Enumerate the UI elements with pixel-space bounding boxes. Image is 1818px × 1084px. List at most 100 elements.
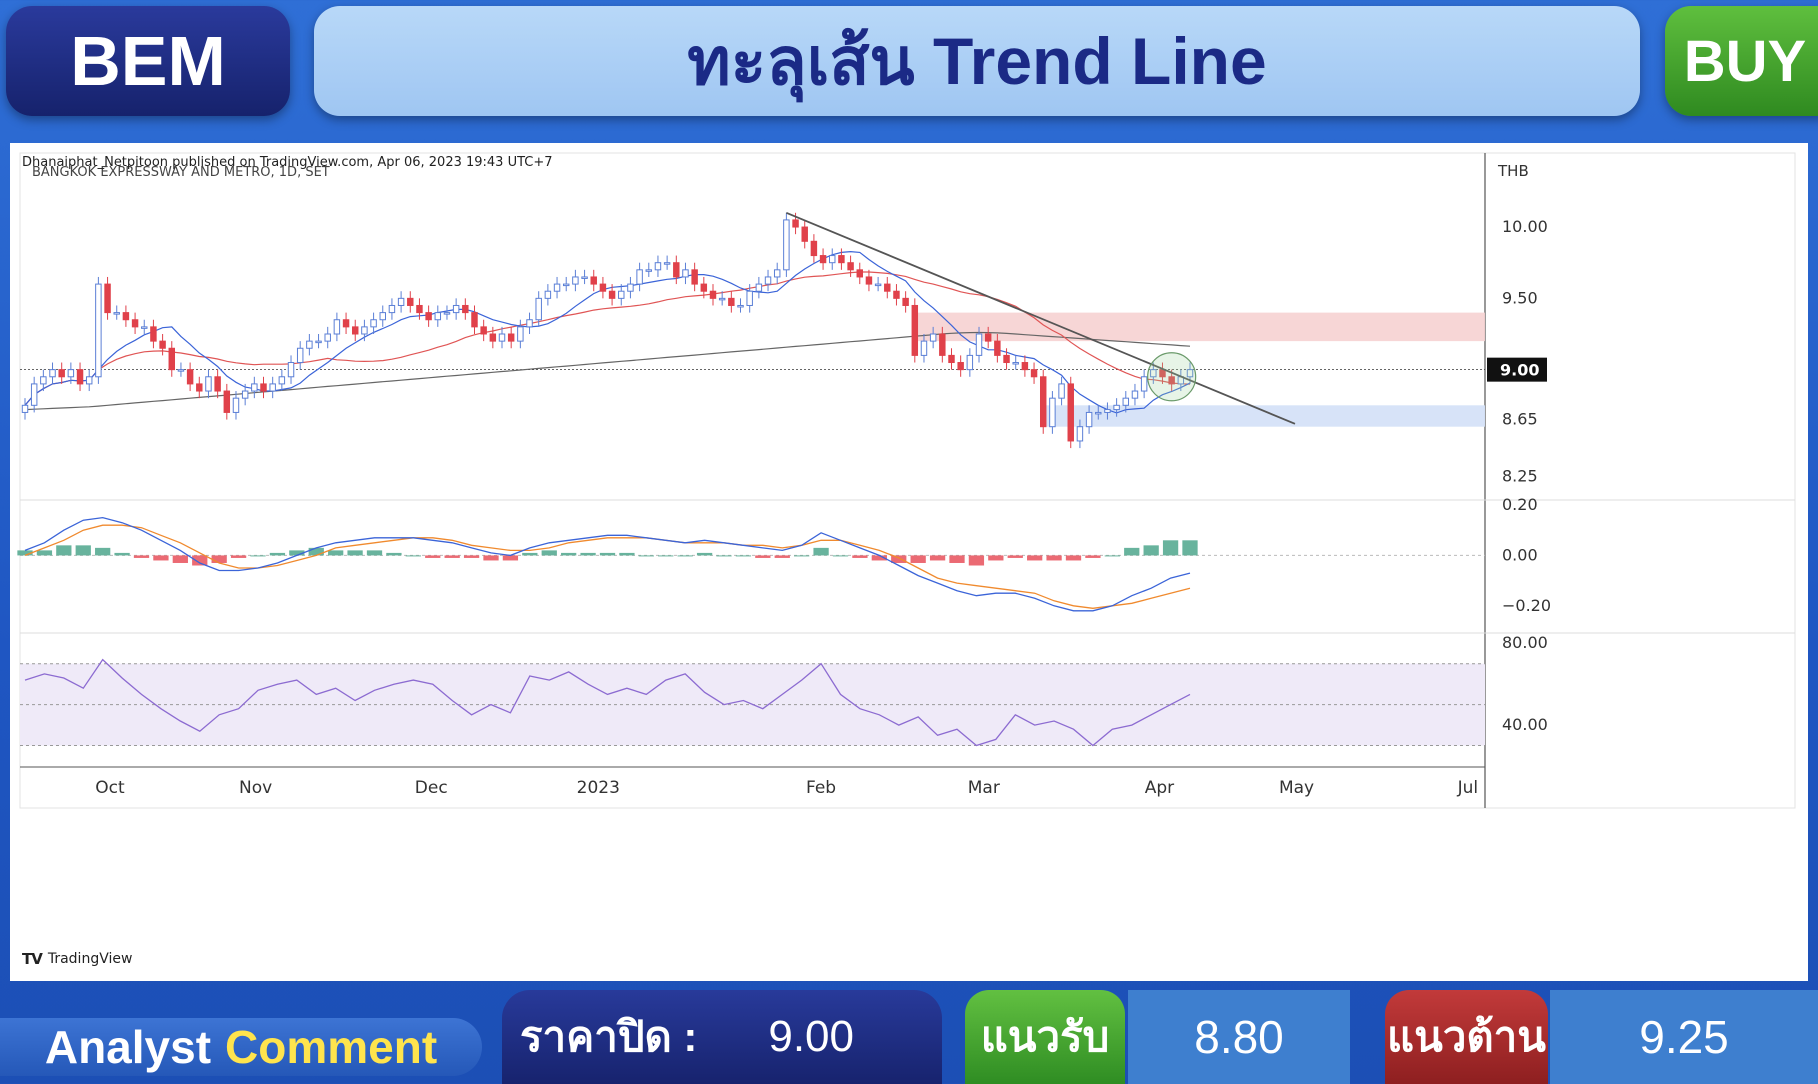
candle-body: [40, 376, 47, 385]
candle: [113, 305, 120, 320]
macd-histogram-bar: [405, 555, 421, 557]
time-tick-label: Nov: [239, 778, 272, 798]
candle: [618, 284, 625, 306]
candle-body: [434, 312, 442, 321]
candle: [379, 305, 386, 327]
macd-histogram-bar: [1007, 555, 1023, 558]
candle: [755, 276, 763, 299]
candle-body: [1030, 369, 1038, 378]
candle-body: [95, 283, 102, 378]
analyst-comment-bar: Analyst Comment: [0, 1018, 482, 1076]
macd-histogram-bar: [114, 552, 130, 556]
price-chart: BANGKOK EXPRESSWAY AND METRO, 1D, SET THB…: [17, 152, 1796, 809]
candle: [471, 305, 478, 334]
candle: [370, 312, 377, 334]
close-price-box: ราคาปิด : 9.00: [502, 990, 942, 1084]
candle: [1095, 405, 1102, 420]
candle-body: [865, 276, 873, 285]
candle-body: [856, 269, 863, 278]
currency-label: THB: [1497, 162, 1529, 180]
candle: [324, 326, 331, 349]
candle: [416, 298, 423, 320]
time-tick-label: Mar: [968, 778, 1000, 798]
macd-histogram-bar: [95, 547, 111, 556]
macd-histogram-bar: [735, 555, 752, 557]
candle-body: [829, 255, 836, 264]
macd-histogram-bar: [968, 555, 985, 566]
candle-body: [783, 219, 790, 271]
macd-histogram-bar: [56, 545, 72, 556]
macd-histogram-bar: [386, 552, 402, 556]
candle: [838, 248, 845, 270]
candle-body: [737, 304, 744, 308]
candle: [104, 276, 111, 320]
candle-body: [196, 383, 203, 392]
time-tick-label: Oct: [95, 778, 125, 798]
candle-body: [746, 290, 753, 306]
candle-body: [452, 304, 460, 314]
candle: [205, 369, 212, 399]
candle-body: [764, 276, 772, 285]
candle-body: [379, 312, 386, 321]
macd-histogram-bar: [774, 555, 790, 558]
time-tick-label: 2023: [577, 778, 620, 798]
candle-body: [425, 312, 432, 321]
candle: [893, 284, 900, 306]
candle: [737, 298, 744, 313]
candle: [452, 298, 460, 320]
macd-histogram-bar: [1027, 555, 1043, 561]
tradingview-logo: 𝗧𝗩 TradingView: [22, 950, 132, 968]
candle: [948, 348, 955, 370]
candle-body: [1122, 397, 1130, 406]
time-tick-label: Apr: [1145, 778, 1174, 798]
close-price-value: 9.00: [768, 1012, 854, 1061]
candle-body: [498, 333, 506, 342]
macd-histogram-bar: [1085, 555, 1101, 558]
macd-histogram-bar: [871, 555, 887, 561]
macd-histogram-bar: [1124, 547, 1140, 556]
macd-histogram-bar: [172, 555, 188, 563]
candle-body: [1076, 426, 1084, 442]
macd-histogram-bar: [133, 555, 150, 558]
trend-line: [786, 211, 1296, 425]
macd-histogram-bar: [289, 550, 305, 556]
macd-signal-line: [24, 524, 1191, 609]
candle-body: [361, 326, 368, 335]
candle-body: [30, 383, 38, 406]
candle-body: [526, 319, 533, 328]
candle: [884, 276, 891, 299]
macd-histogram-bar: [832, 555, 849, 557]
macd-histogram-bar: [211, 555, 227, 563]
candle-body: [874, 283, 882, 287]
candle: [966, 348, 974, 377]
candle: [122, 305, 130, 327]
candle-body: [884, 283, 891, 292]
candle-body: [994, 340, 1001, 356]
candle: [994, 334, 1001, 363]
candle: [829, 248, 836, 270]
candle-body: [177, 369, 185, 372]
candle: [810, 234, 818, 263]
candle: [21, 398, 29, 420]
candle: [241, 383, 249, 406]
candle: [232, 391, 240, 420]
candle-body: [443, 312, 451, 315]
time-tick-label: Feb: [806, 778, 836, 798]
macd-histogram-bar: [36, 550, 53, 556]
candle: [700, 276, 708, 299]
candle: [1003, 348, 1010, 370]
candle-body: [654, 262, 662, 271]
candle: [58, 362, 65, 384]
candle: [673, 255, 680, 285]
candle: [773, 262, 781, 285]
signal-badge: BUY: [1665, 6, 1818, 116]
publisher-note: Dhanaiphat_Netpitoon published on Tradin…: [22, 155, 553, 170]
candle-body: [562, 283, 570, 287]
candle: [691, 262, 698, 292]
macd-histogram-bar: [366, 550, 383, 556]
candle: [306, 334, 313, 356]
candle-body: [975, 333, 983, 356]
candle-body: [1131, 390, 1139, 399]
macd-tick-label: −0.20: [1502, 596, 1551, 615]
candle: [352, 319, 359, 342]
